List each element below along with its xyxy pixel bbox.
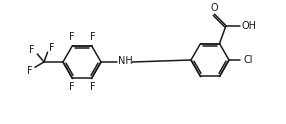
Text: OH: OH xyxy=(242,21,257,31)
Text: F: F xyxy=(27,66,33,76)
Text: F: F xyxy=(69,31,74,42)
Text: NH: NH xyxy=(118,56,132,66)
Text: F: F xyxy=(90,31,95,42)
Text: Cl: Cl xyxy=(244,55,253,65)
Text: F: F xyxy=(90,82,95,93)
Text: F: F xyxy=(29,45,35,55)
Text: F: F xyxy=(69,82,74,93)
Text: F: F xyxy=(49,43,54,53)
Text: O: O xyxy=(210,3,218,13)
